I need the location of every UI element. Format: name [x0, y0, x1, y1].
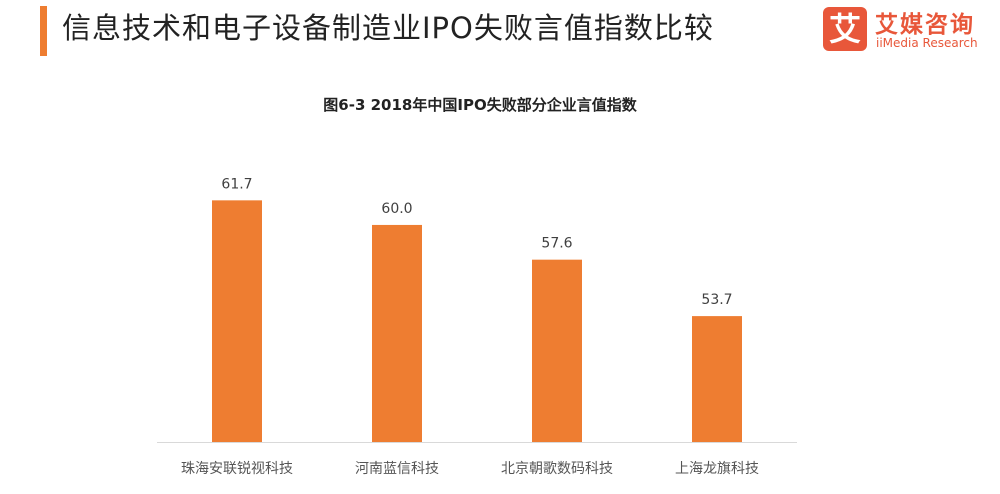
bar-4	[692, 316, 742, 442]
category-label-1: 珠海安联锐视科技	[181, 461, 293, 477]
value-label-1: 61.7	[221, 176, 252, 192]
value-label-4: 53.7	[701, 292, 732, 308]
iimedia-logo: 艾 艾媒咨询 iiMedia Research	[823, 7, 993, 57]
category-label-2: 河南蓝信科技	[355, 461, 439, 477]
category-label-3: 北京朝歌数码科技	[501, 461, 613, 477]
logo-name-en: iiMedia Research	[876, 36, 978, 50]
value-label-3: 57.6	[541, 236, 572, 252]
title-accent-bar	[40, 6, 47, 56]
logo-mark-icon: 艾	[823, 7, 867, 51]
category-label-4: 上海龙旗科技	[675, 461, 759, 477]
bar-3	[532, 259, 582, 442]
logo-name-cn: 艾媒咨询	[875, 12, 975, 38]
value-label-2: 60.0	[381, 201, 412, 217]
bar-2	[372, 224, 422, 442]
bar-1	[212, 200, 262, 442]
chart-title: 图6-3 2018年中国IPO失败部分企业言值指数	[323, 96, 637, 114]
page-title: 信息技术和电子设备制造业IPO失败言值指数比较	[62, 11, 714, 45]
